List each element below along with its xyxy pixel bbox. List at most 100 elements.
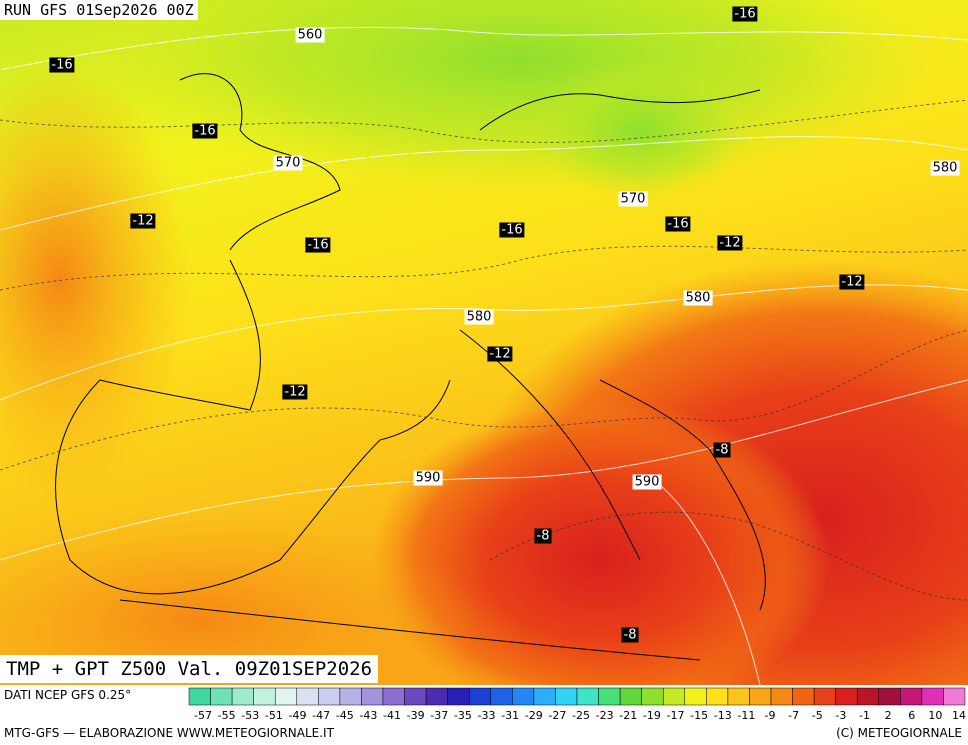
colorbar-cell [468, 687, 492, 706]
colorbar-tick-label: 10 [928, 709, 942, 722]
colorbar-tick-label: -15 [690, 709, 708, 722]
height-label: 580 [930, 160, 960, 176]
temperature-label: -12 [487, 346, 513, 362]
colorbar-cell [900, 687, 923, 706]
temperature-label: -8 [621, 627, 639, 643]
colorbar-tick-label: -35 [454, 709, 472, 722]
colorbar-tick-label: -37 [430, 709, 448, 722]
colorbar-tick-label: 2 [885, 709, 892, 722]
colorbar-cell [835, 687, 858, 706]
colorbar-note: DATI NCEP GFS 0.25° [4, 688, 131, 702]
colorbar-cell [706, 687, 729, 706]
colorbar-tick-label: -39 [407, 709, 425, 722]
height-label: 590 [413, 470, 443, 486]
colorbar-tick-label: -29 [525, 709, 543, 722]
colorbar-tick-label: -57 [194, 709, 212, 722]
temperature-label: -16 [732, 6, 758, 22]
colorbar-tick-label: -7 [788, 709, 799, 722]
colorbar-cell [576, 687, 599, 706]
colorbar-cell [490, 687, 513, 706]
colorbar-cell [447, 687, 470, 706]
colorbar-tick-label: -45 [336, 709, 354, 722]
temperature-label: -12 [130, 213, 156, 229]
colorbar-cell [231, 687, 254, 706]
map [0, 0, 968, 685]
warm-south [0, 510, 480, 685]
footer-left: MTG-GFS — ELABORAZIONE WWW.METEOGIORNALE… [4, 726, 335, 740]
colorbar-tick-label: -51 [265, 709, 283, 722]
isohypses [0, 26, 968, 685]
colorbar-tick-label: -27 [548, 709, 566, 722]
colorbar-cell [361, 687, 384, 706]
colorbar-tick-label: -43 [359, 709, 377, 722]
height-label: 580 [464, 309, 494, 325]
colorbar-cell [943, 687, 966, 706]
footer-right: (C) METEOGIORNALE [836, 726, 962, 740]
colorbar-cell [792, 687, 815, 706]
colorbar-tick-label: -55 [218, 709, 236, 722]
colorbar-cell [878, 687, 901, 706]
colorbar-cell [684, 687, 707, 706]
temperature-label: -12 [839, 274, 865, 290]
colorbar-cell [274, 687, 298, 706]
colorbar-tick-label: -49 [289, 709, 307, 722]
colorbar-tick-label: -9 [765, 709, 776, 722]
colorbar-cell [813, 687, 836, 706]
height-label: 560 [295, 27, 325, 43]
colorbar-tick-label: -21 [619, 709, 637, 722]
colorbar-tick-label: -17 [667, 709, 685, 722]
colorbar-cell [318, 687, 341, 706]
colorbar-cell [339, 687, 362, 706]
height-label: 590 [632, 474, 662, 490]
temperature-label: -16 [305, 237, 331, 253]
colorbar-tick-label: -25 [572, 709, 590, 722]
temperature-label: -8 [713, 442, 731, 458]
colorbar-tick-label: -33 [478, 709, 496, 722]
colorbar-cell [512, 687, 535, 706]
isotherms [0, 99, 968, 601]
colorbar-cell [770, 687, 793, 706]
colorbar-cell [253, 687, 276, 706]
map-title: TMP + GPT Z500 Val. 09Z01SEP2026 [0, 655, 379, 683]
height-label: 580 [683, 290, 713, 306]
colorbar-cell [188, 687, 211, 706]
colorbar-cell [619, 687, 642, 706]
colorbar-tick-label: 14 [952, 709, 966, 722]
colorbar-tick-label: -47 [312, 709, 330, 722]
colorbar: DATI NCEP GFS 0.25° MTG-GFS — ELABORAZIO… [0, 685, 968, 745]
colorbar-cell [296, 687, 319, 706]
colorbar-cell [425, 687, 448, 706]
colorbar-cell [382, 687, 405, 706]
colorbar-cell [598, 687, 621, 706]
colorbar-cell [210, 687, 233, 706]
colorbar-cell [533, 687, 556, 706]
temperature-label: -16 [499, 222, 525, 238]
colorbar-cell [921, 687, 944, 706]
colorbar-tick-label: -53 [241, 709, 259, 722]
colorbar-cell [856, 687, 880, 706]
colorbar-cell [749, 687, 772, 706]
temperature-label: -16 [665, 216, 691, 232]
colorbar-tick-label: -5 [812, 709, 823, 722]
colorbar-tick-label: -11 [737, 709, 755, 722]
hot-area-2 [370, 400, 830, 685]
warm-west [0, 60, 190, 500]
colorbar-cell [641, 687, 664, 706]
temperature-label: -16 [49, 57, 75, 73]
colorbar-tick-label: -41 [383, 709, 401, 722]
temperature-label: -12 [282, 384, 308, 400]
height-label: 570 [618, 191, 648, 207]
temperature-label: -12 [717, 235, 743, 251]
temperature-label: -16 [192, 123, 218, 139]
colorbar-tick-label: -3 [835, 709, 846, 722]
temperature-label: -8 [534, 528, 552, 544]
colorbar-cell [662, 687, 686, 706]
colorbar-tick-label: -1 [859, 709, 870, 722]
run-label: RUN GFS 01Sep2026 00Z [0, 0, 198, 20]
colorbar-tick-label: -19 [643, 709, 661, 722]
colorbar-cell [727, 687, 750, 706]
height-label: 570 [273, 155, 303, 171]
colorbar-tick-label: -23 [596, 709, 614, 722]
colorbar-tick-label: 6 [908, 709, 915, 722]
